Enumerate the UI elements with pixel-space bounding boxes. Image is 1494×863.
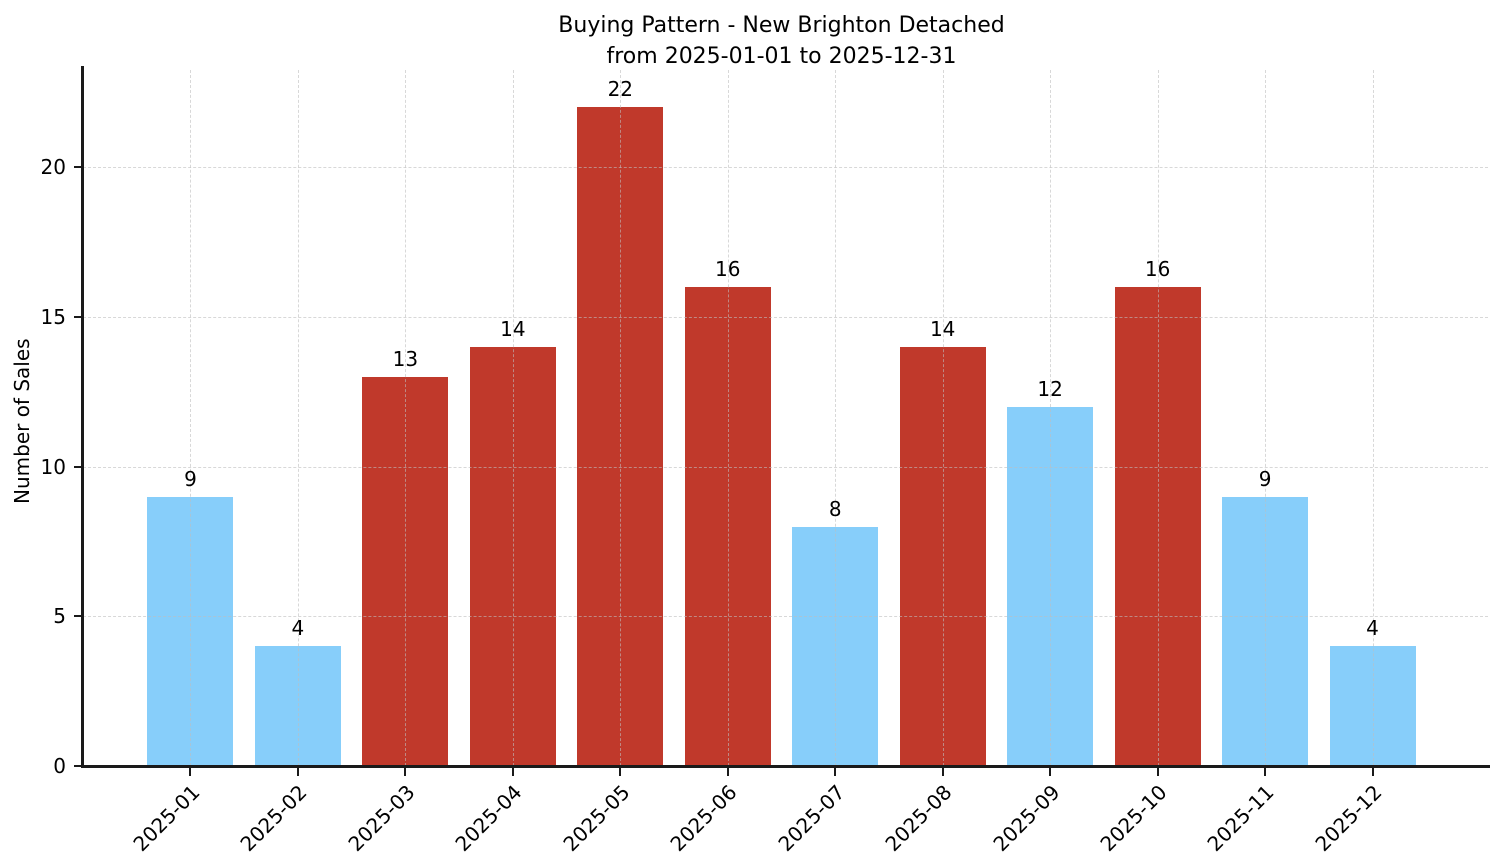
x-tick-label-text-2025-06: 2025-06 (665, 780, 742, 857)
gridline-v-2025-03 (405, 70, 407, 766)
x-tick-2025-03 (404, 767, 407, 776)
gridline-v-2025-09 (1050, 70, 1052, 766)
x-tick-2025-04 (511, 767, 514, 776)
x-tick-2025-11 (1264, 767, 1267, 776)
bar-value-2025-07: 8 (828, 496, 842, 521)
gridline-h-10 (83, 466, 1488, 468)
y-axis-line (81, 66, 84, 767)
bar-value-2025-03: 13 (392, 346, 419, 371)
x-tick-label-text-2025-03: 2025-03 (343, 780, 420, 857)
gridline-v-2025-07 (835, 70, 837, 766)
bar-value-2025-01: 9 (184, 466, 197, 491)
y-tick-label-0: 0 (53, 754, 66, 778)
bar-value-2025-09: 12 (1037, 376, 1063, 401)
gridline-h-5 (83, 616, 1488, 618)
x-tick-label-text-2025-09: 2025-09 (988, 780, 1065, 857)
gridline-v-2025-06 (727, 70, 729, 766)
x-tick-label-text-2025-10: 2025-10 (1095, 780, 1172, 857)
x-tick-2025-05 (619, 767, 622, 776)
x-tick-2025-06 (726, 767, 729, 776)
gridline-v-2025-11 (1265, 70, 1267, 766)
gridline-h-15 (83, 316, 1488, 318)
y-tick-label-20: 20 (40, 155, 66, 180)
x-tick-label-text-2025-05: 2025-05 (558, 780, 635, 857)
x-tick-label-text-2025-04: 2025-04 (450, 780, 527, 857)
gridline-v-2025-05 (620, 70, 622, 766)
bar-value-2025-06: 16 (715, 257, 741, 282)
y-tick-0 (74, 765, 83, 767)
x-tick-2025-07 (834, 767, 837, 776)
gridline-v-2025-10 (1157, 70, 1159, 766)
chart-title-block: Buying Pattern - New Brighton Detached f… (83, 10, 1480, 72)
bar-value-2025-11: 9 (1258, 466, 1272, 491)
bar-value-2025-12: 4 (1366, 616, 1379, 641)
x-tick-2025-10 (1156, 767, 1159, 776)
gridline-v-2025-01 (190, 70, 192, 766)
gridline-v-2025-12 (1372, 70, 1374, 766)
chart-title: Buying Pattern - New Brighton Detached (558, 13, 1005, 38)
y-tick-10 (74, 465, 83, 468)
x-tick-2025-12 (1371, 767, 1374, 776)
x-tick-label-text-2025-11: 2025-11 (1202, 780, 1280, 857)
y-tick-5 (74, 615, 83, 618)
x-tick-label-text-2025-08: 2025-08 (880, 780, 957, 857)
bar-value-2025-08: 14 (929, 316, 956, 341)
bar-value-2025-10: 16 (1144, 257, 1171, 282)
bar-value-2025-02: 4 (291, 616, 305, 641)
x-tick-2025-02 (296, 767, 299, 776)
bar-value-2025-04: 14 (500, 316, 526, 341)
x-tick-label-text-2025-12: 2025-12 (1310, 780, 1387, 857)
y-tick-15 (74, 315, 83, 318)
x-tick-label-text-2025-02: 2025-02 (235, 780, 312, 857)
gridline-v-2025-02 (297, 70, 299, 766)
bar-value-2025-05: 22 (607, 77, 634, 102)
gridline-v-2025-08 (942, 70, 944, 766)
chart-subtitle: from 2025-01-01 to 2025-12-31 (606, 44, 957, 69)
y-tick-20 (74, 166, 83, 169)
x-tick-2025-01 (189, 767, 192, 776)
x-tick-label-text-2025-01: 2025-01 (128, 780, 205, 857)
y-tick-label-15: 15 (40, 304, 66, 329)
x-tick-2025-08 (941, 767, 944, 776)
x-axis-line (81, 765, 1490, 768)
y-tick-label-10: 10 (40, 454, 66, 479)
y-tick-label-5: 5 (53, 604, 66, 629)
x-tick-label-text-2025-07: 2025-07 (773, 780, 850, 857)
gridline-v-2025-04 (512, 70, 514, 766)
gridline-h-20 (83, 167, 1488, 169)
x-tick-2025-09 (1049, 767, 1052, 776)
